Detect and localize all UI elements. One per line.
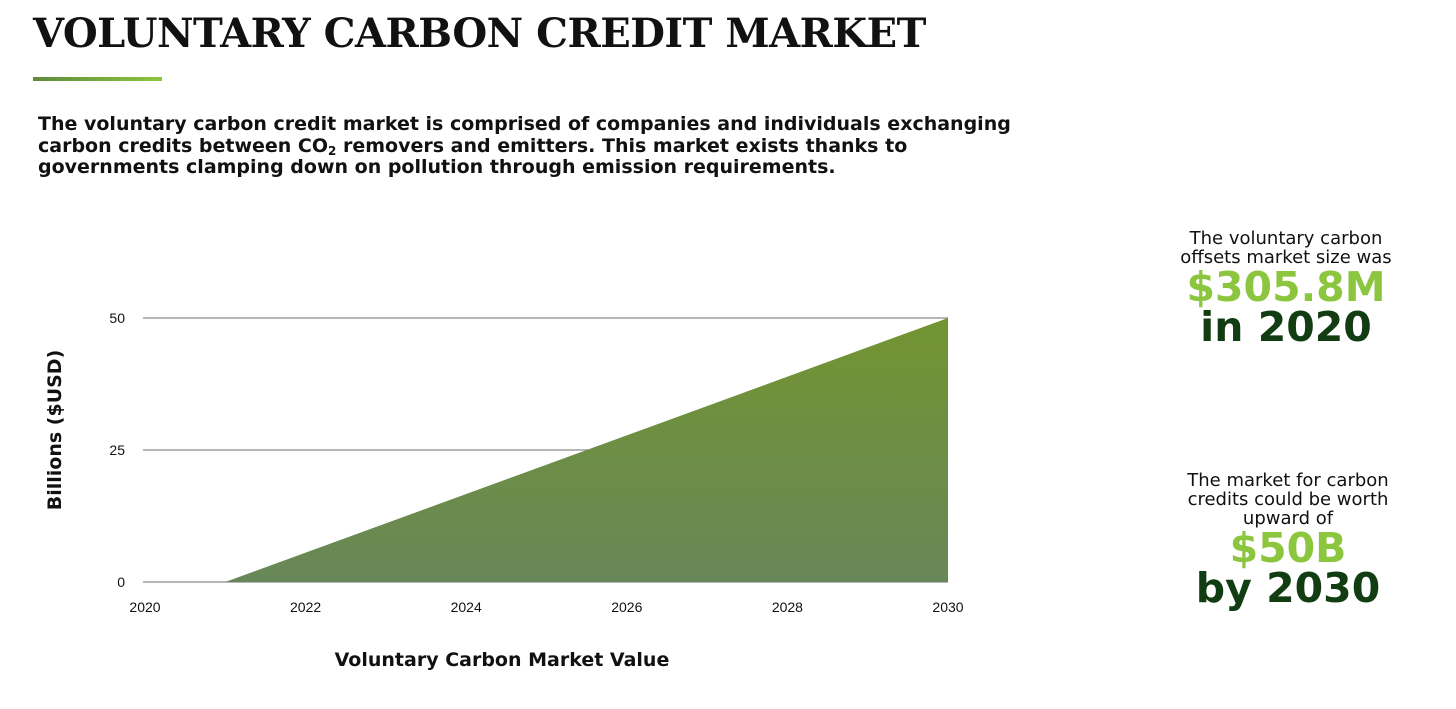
stat-caption-line: upward of <box>1242 508 1334 529</box>
page-title: VOLUNTARY CARBON CREDIT MARKET <box>33 10 926 57</box>
x-tick-label: 2020 <box>129 599 160 615</box>
x-axis-ticks: 2020 2022 2024 2026 2028 2030 <box>129 599 963 615</box>
stat-caption-line: The voluntary carbon <box>1189 228 1383 249</box>
stat-value: $305.8M <box>1186 263 1386 311</box>
y-tick-label: 0 <box>117 574 125 590</box>
stat-caption-line: credits could be worth <box>1187 489 1389 510</box>
x-tick-label: 2028 <box>772 599 803 615</box>
x-tick-label: 2030 <box>932 599 963 615</box>
x-tick-label: 2024 <box>451 599 482 615</box>
y-axis-ticks: 0 25 50 <box>109 310 125 590</box>
y-tick-label: 25 <box>109 442 125 458</box>
x-tick-label: 2022 <box>290 599 321 615</box>
x-tick-label: 2026 <box>611 599 642 615</box>
stat-2020-market-size: The voluntary carbon offsets market size… <box>1126 228 1446 351</box>
title-underline <box>33 77 162 81</box>
intro-text-part2: removers and emitters. This market exist… <box>38 134 908 178</box>
y-tick-label: 50 <box>109 310 125 326</box>
stat-caption-line: offsets market size was <box>1180 247 1392 268</box>
intro-paragraph: The voluntary carbon credit market is co… <box>38 113 1038 179</box>
intro-subscript: 2 <box>328 143 337 158</box>
intro-text-part1: The voluntary carbon credit market is co… <box>38 113 1011 157</box>
x-axis-label: Voluntary Carbon Market Value <box>335 649 670 671</box>
stat-year: in 2020 <box>1200 303 1372 351</box>
stat-2030-projection: The market for carbon credits could be w… <box>1128 470 1448 612</box>
stat-year: by 2030 <box>1195 564 1381 612</box>
stat-caption-line: The market for carbon <box>1187 470 1389 491</box>
y-axis-label: Billions ($USD) <box>44 350 66 511</box>
stat-value: $50B <box>1229 524 1347 572</box>
market-value-area <box>145 318 948 582</box>
